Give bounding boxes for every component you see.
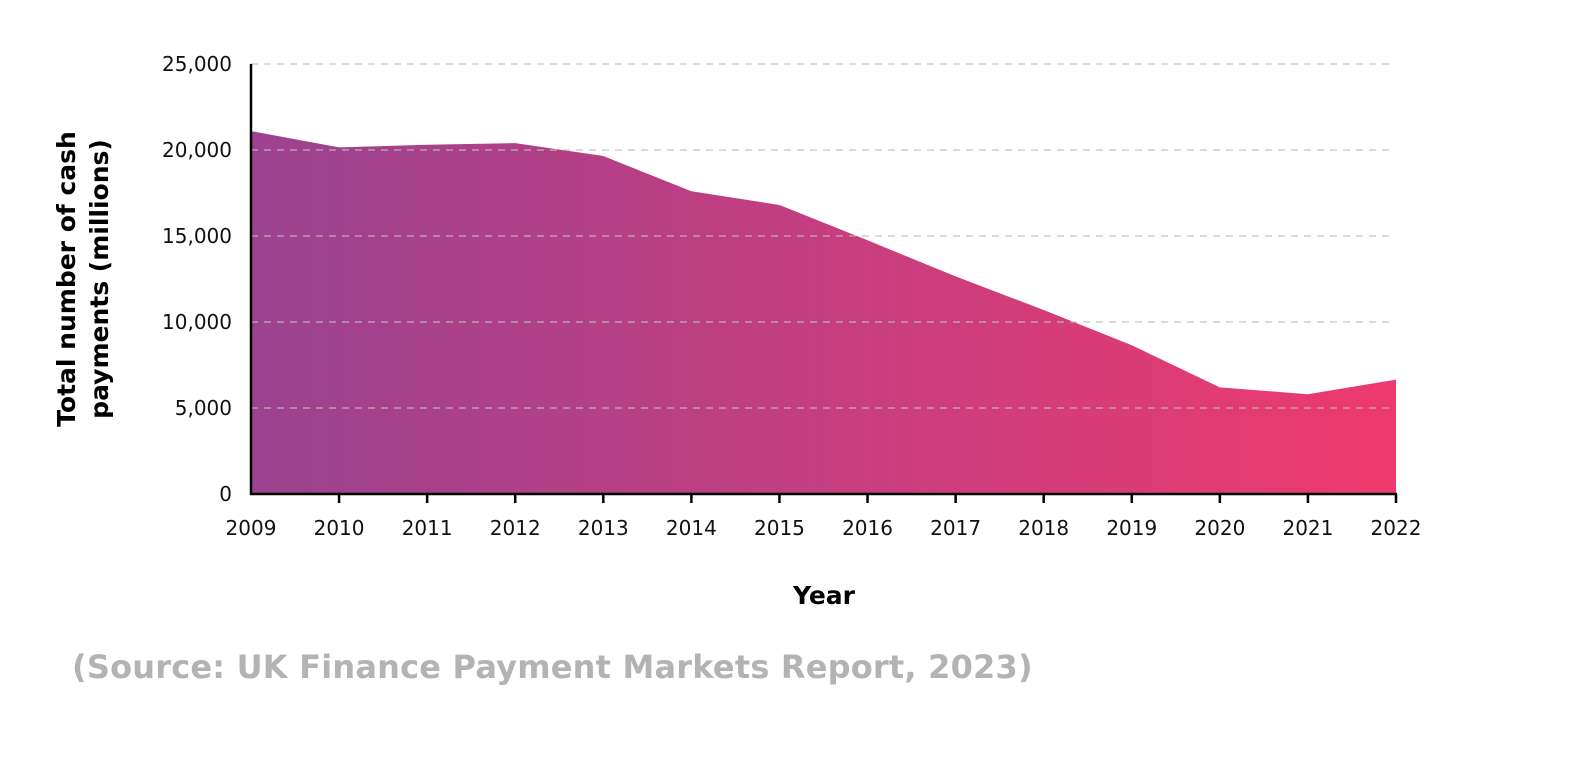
x-tick-label: 2020 [1194, 516, 1245, 540]
y-axis-title-line-2: payments (millions) [85, 139, 114, 419]
y-tick-label: 15,000 [162, 224, 232, 248]
x-tick-label: 2016 [842, 516, 893, 540]
x-tick-label: 2009 [226, 516, 277, 540]
x-tick-label: 2010 [314, 516, 365, 540]
x-tick-label: 2018 [1018, 516, 1069, 540]
x-tick-label: 2019 [1106, 516, 1157, 540]
y-axis-ticks: 0 5,000 10,000 15,000 20,000 25,000 [162, 52, 232, 506]
x-tick-label: 2011 [402, 516, 453, 540]
y-axis-title-line-1: Total number of cash [52, 131, 81, 427]
y-tick-label: 5,000 [175, 396, 232, 420]
x-tick-label: 2015 [754, 516, 805, 540]
area-series [251, 131, 1396, 494]
x-tick-label: 2022 [1371, 516, 1422, 540]
gridlines [251, 63, 1393, 409]
y-tick-label: 25,000 [162, 52, 232, 76]
area-fill [251, 131, 1396, 494]
y-tick-label: 0 [219, 482, 232, 506]
y-tick-label: 20,000 [162, 138, 232, 162]
x-axis-title: Year [792, 581, 856, 610]
y-axis-title: Total number of cash payments (millions) [52, 131, 114, 427]
source-note: (Source: UK Finance Payment Markets Repo… [72, 648, 1033, 686]
x-tick-label: 2021 [1282, 516, 1333, 540]
x-tick-label: 2014 [666, 516, 717, 540]
x-axis-ticks: 2009 2010 2011 2012 2013 2014 2015 2016 2017 2018… [226, 494, 1422, 540]
axes [249, 64, 1397, 496]
x-tick-label: 2017 [930, 516, 981, 540]
y-tick-label: 10,000 [162, 310, 232, 334]
x-tick-label: 2013 [578, 516, 629, 540]
x-tick-label: 2012 [490, 516, 541, 540]
